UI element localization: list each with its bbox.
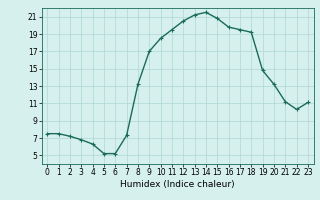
X-axis label: Humidex (Indice chaleur): Humidex (Indice chaleur) [120,180,235,189]
